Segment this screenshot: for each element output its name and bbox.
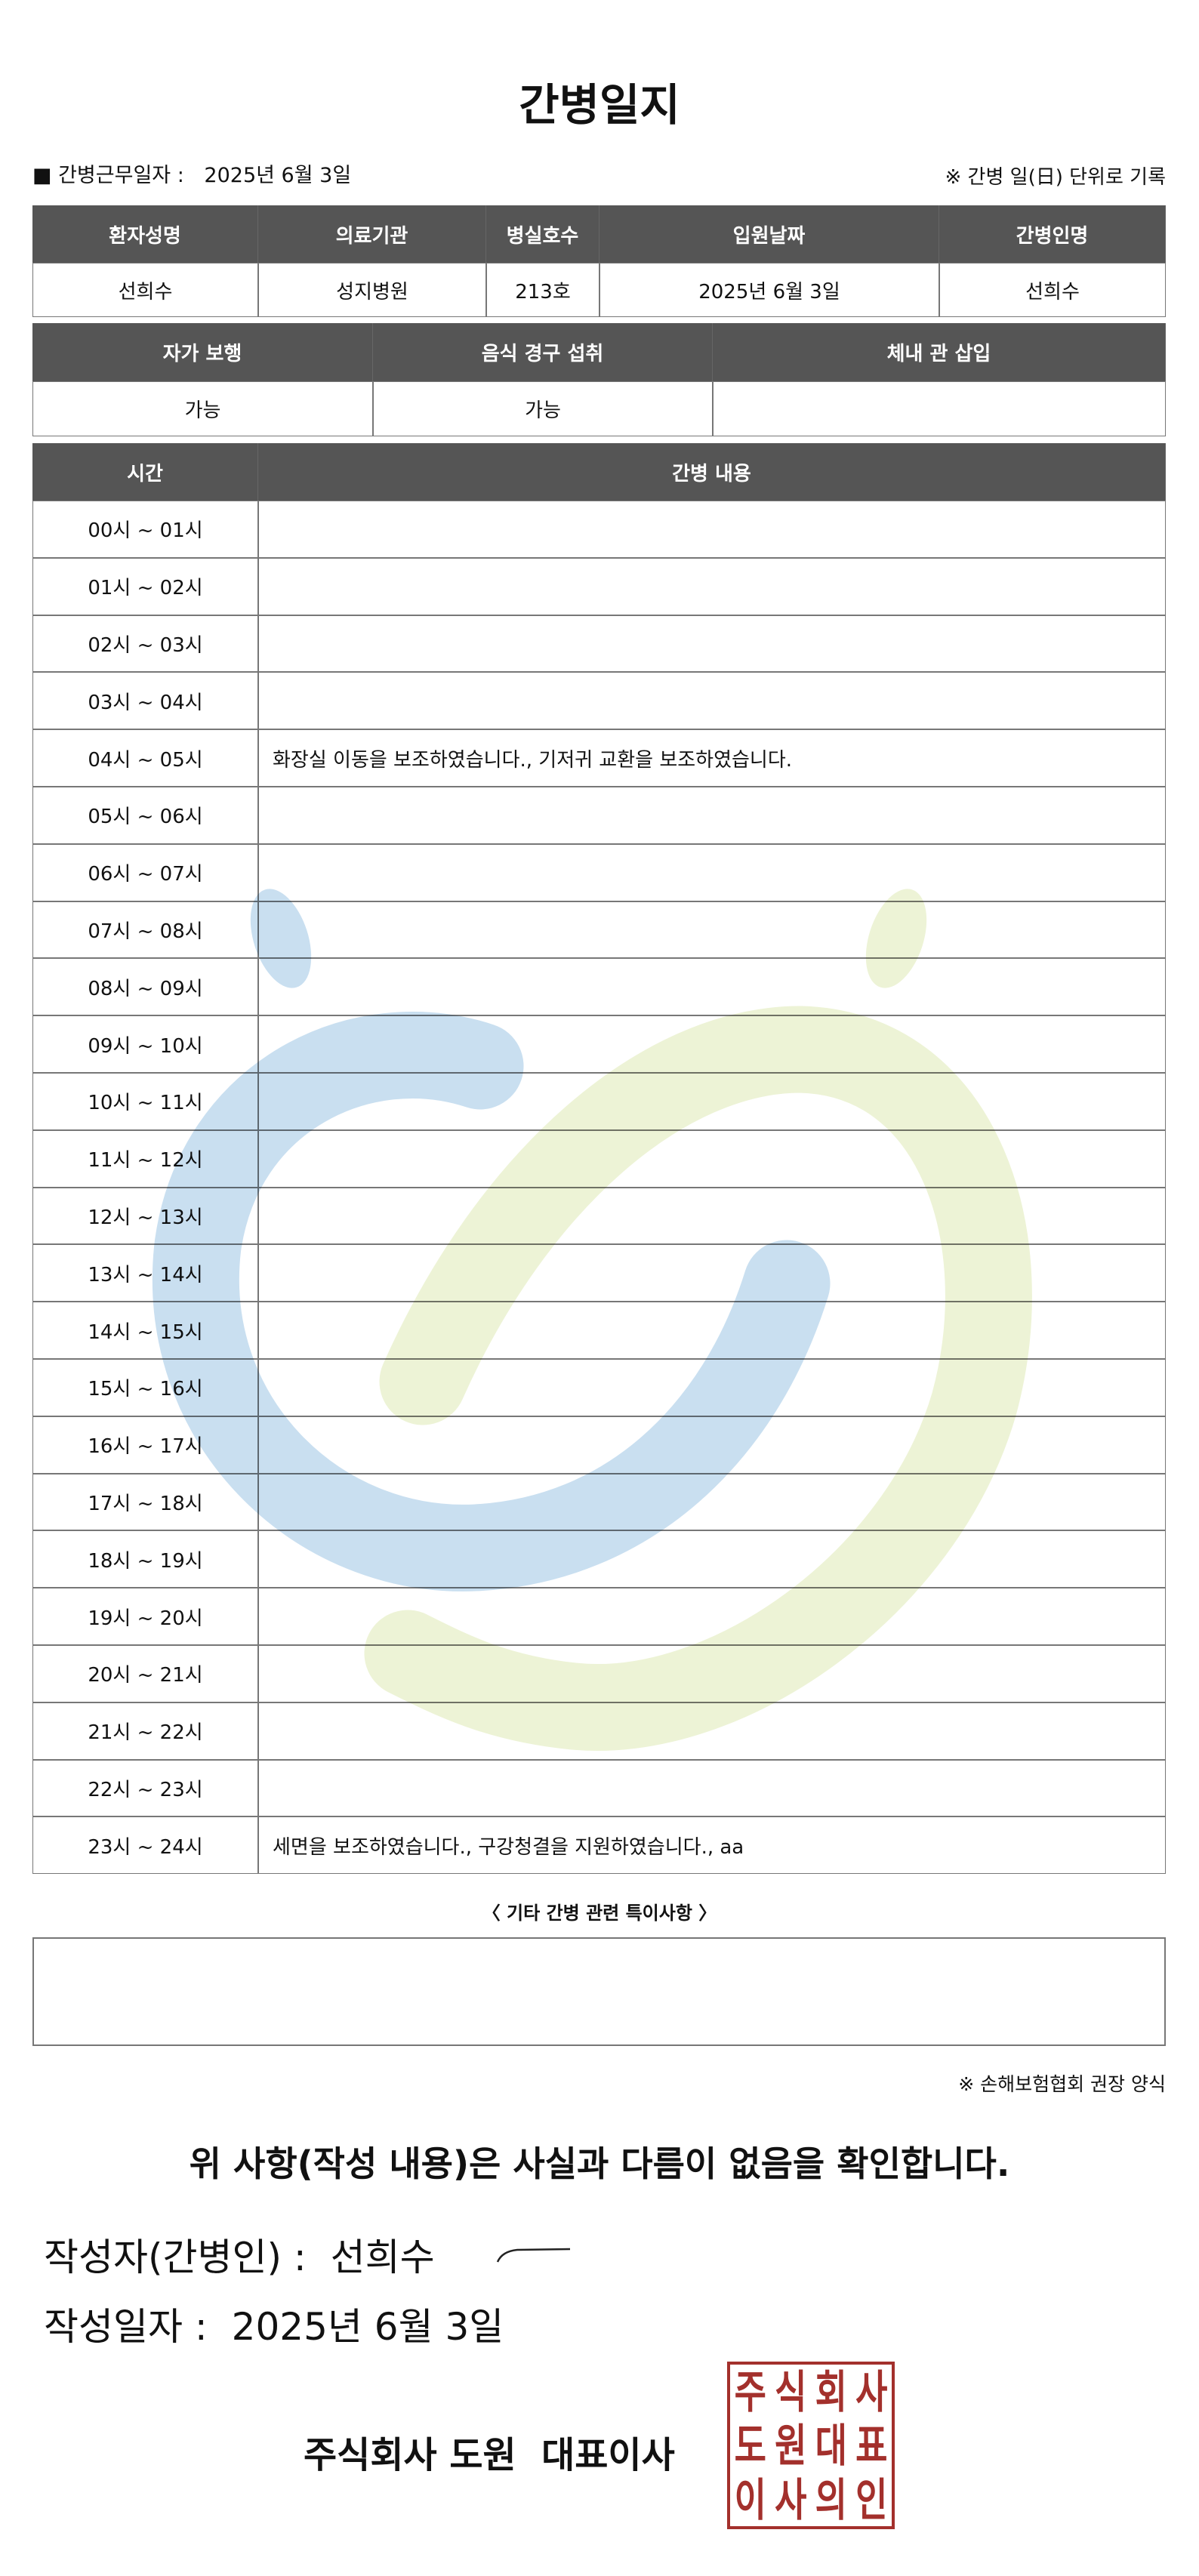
patient-table-header: 환자성명 — [32, 205, 258, 263]
patient-table: 환자성명 의료기관 병실호수 입원날짜 간병인명 선희수 성지병원 213호 2025년 6월 … — [32, 205, 1166, 317]
log-content-cell[interactable] — [258, 501, 1166, 558]
log-content-cell[interactable]: 화장실 이동을 보조하였습니다., 기저귀 교환을 보조하였습니다. — [258, 729, 1166, 787]
status-table-cell[interactable] — [713, 381, 1166, 436]
seal-character: 인 — [855, 2473, 888, 2526]
status-table: 자가 보행 음식 경구 섭취 체내 관 삽입 가능 가능 — [32, 323, 1166, 436]
log-content-cell[interactable] — [258, 1416, 1166, 1474]
care-log-table: 시간 간병 내용 00시 ~ 01시 01시 ~ 02시 02시 ~ 03시 03시 ~ … — [32, 443, 1166, 1875]
seal-character: 주 — [734, 2365, 766, 2418]
log-content-cell[interactable]: 세면을 보조하였습니다., 구강청결을 지원하였습니다., aa — [258, 1816, 1166, 1875]
form-source-note: ※ 손해보험협회 권장 양식 — [958, 2073, 1166, 2095]
patient-table-header: 의료기관 — [258, 205, 486, 263]
patient-table-cell[interactable]: 성지병원 — [258, 263, 486, 317]
log-time-cell: 12시 ~ 13시 — [32, 1187, 258, 1245]
log-content-cell[interactable] — [258, 1187, 1166, 1245]
log-time-cell: 07시 ~ 08시 — [32, 901, 258, 959]
patient-table-header: 병실호수 — [486, 205, 600, 263]
log-content-cell[interactable] — [258, 557, 1166, 615]
patient-table-cell[interactable]: 선희수 — [32, 263, 258, 317]
log-time-cell: 16시 ~ 17시 — [32, 1416, 258, 1474]
log-content-cell[interactable] — [258, 1072, 1166, 1130]
log-content-cell[interactable] — [258, 615, 1166, 673]
log-time-cell: 05시 ~ 06시 — [32, 786, 258, 844]
confirmation-statement: 위 사항(작성 내용)은 사실과 다름이 없음을 확인합니다. — [189, 2143, 1010, 2184]
writer-label: 작성자(간병인) : — [44, 2236, 307, 2279]
seal-character: 이 — [734, 2473, 766, 2526]
log-content-cell[interactable] — [258, 786, 1166, 844]
page-title: 간병일지 — [519, 79, 680, 131]
status-table-header: 자가 보행 — [32, 323, 373, 381]
unit-note: ※ 간병 일(日) 단위로 기록 — [945, 166, 1167, 189]
log-time-cell: 23시 ~ 24시 — [32, 1816, 258, 1875]
log-time-cell: 01시 ~ 02시 — [32, 557, 258, 615]
log-content-cell[interactable] — [258, 1759, 1166, 1817]
log-content-cell[interactable] — [258, 672, 1166, 730]
status-table-cell[interactable]: 가능 — [32, 381, 373, 436]
seal-character: 도 — [734, 2418, 766, 2473]
log-time-cell: 10시 ~ 11시 — [32, 1072, 258, 1130]
work-date-label: ■ 간병근무일자 : — [32, 164, 184, 187]
seal-character: 대 — [815, 2418, 847, 2473]
log-time-cell: 18시 ~ 19시 — [32, 1530, 258, 1588]
log-content-cell[interactable] — [258, 958, 1166, 1016]
patient-table-header: 입원날짜 — [600, 205, 939, 263]
log-content-cell[interactable] — [258, 843, 1166, 901]
log-content-cell[interactable] — [258, 901, 1166, 959]
log-time-cell: 03시 ~ 04시 — [32, 672, 258, 730]
log-time-cell: 06시 ~ 07시 — [32, 843, 258, 901]
writer-line: 작성자(간병인) : 선희수 — [44, 2227, 435, 2282]
log-time-cell: 17시 ~ 18시 — [32, 1473, 258, 1531]
log-content-cell[interactable] — [258, 1129, 1166, 1188]
signature-icon — [496, 2248, 571, 2263]
status-table-cell[interactable]: 가능 — [373, 381, 713, 436]
log-content-cell[interactable] — [258, 1473, 1166, 1531]
log-time-cell: 14시 ~ 15시 — [32, 1302, 258, 1359]
patient-table-header: 간병인명 — [939, 205, 1166, 263]
log-time-cell: 00시 ~ 01시 — [32, 501, 258, 558]
written-date-line: 작성일자 : 2025년 6월 3일 — [44, 2297, 504, 2351]
log-time-cell: 08시 ~ 09시 — [32, 958, 258, 1016]
log-time-cell: 13시 ~ 14시 — [32, 1244, 258, 1302]
seal-character: 사 — [775, 2473, 807, 2526]
seal-character: 사 — [855, 2365, 888, 2418]
patient-table-cell[interactable]: 2025년 6월 3일 — [600, 263, 939, 317]
log-content-cell[interactable] — [258, 1244, 1166, 1302]
special-notes-label: 〈 기타 간병 관련 특이사항 〉 — [482, 1903, 717, 1924]
log-content-cell[interactable] — [258, 1530, 1166, 1588]
log-content-cell[interactable] — [258, 1015, 1166, 1073]
log-time-cell: 20시 ~ 21시 — [32, 1644, 258, 1702]
special-notes-field[interactable] — [32, 1937, 1166, 2046]
log-time-cell: 19시 ~ 20시 — [32, 1588, 258, 1645]
written-date-label: 작성일자 : — [44, 2305, 208, 2349]
log-content-cell[interactable] — [258, 1588, 1166, 1645]
patient-table-cell[interactable]: 213호 — [486, 263, 600, 317]
seal-character: 표 — [855, 2418, 888, 2473]
seal-character: 회 — [815, 2365, 847, 2418]
seal-character: 의 — [815, 2473, 847, 2526]
seal-character: 원 — [775, 2418, 807, 2473]
company-representative: 주식회사 도원 대표이사 — [304, 2434, 675, 2476]
written-date-value: 2025년 6월 3일 — [231, 2305, 504, 2349]
patient-table-cell[interactable]: 선희수 — [939, 263, 1166, 317]
log-table-header: 시간 — [32, 443, 258, 501]
work-date: ■ 간병근무일자 : 2025년 6월 3일 — [32, 159, 351, 188]
log-time-cell: 09시 ~ 10시 — [32, 1015, 258, 1073]
log-content-cell[interactable] — [258, 1302, 1166, 1359]
work-date-value: 2025년 6월 3일 — [204, 164, 352, 187]
log-time-cell: 22시 ~ 23시 — [32, 1759, 258, 1817]
log-time-cell: 11시 ~ 12시 — [32, 1129, 258, 1188]
log-table-header: 간병 내용 — [258, 443, 1166, 501]
log-content-cell[interactable] — [258, 1358, 1166, 1416]
status-table-header: 음식 경구 섭취 — [373, 323, 713, 381]
log-content-cell[interactable] — [258, 1644, 1166, 1702]
seal-character: 식 — [775, 2365, 807, 2418]
writer-name: 선희수 — [330, 2236, 435, 2279]
log-time-cell: 02시 ~ 03시 — [32, 615, 258, 673]
log-time-cell: 21시 ~ 22시 — [32, 1702, 258, 1760]
status-table-header: 체내 관 삽입 — [713, 323, 1166, 381]
log-content-cell[interactable] — [258, 1702, 1166, 1760]
log-time-cell: 15시 ~ 16시 — [32, 1358, 258, 1416]
log-time-cell: 04시 ~ 05시 — [32, 729, 258, 787]
